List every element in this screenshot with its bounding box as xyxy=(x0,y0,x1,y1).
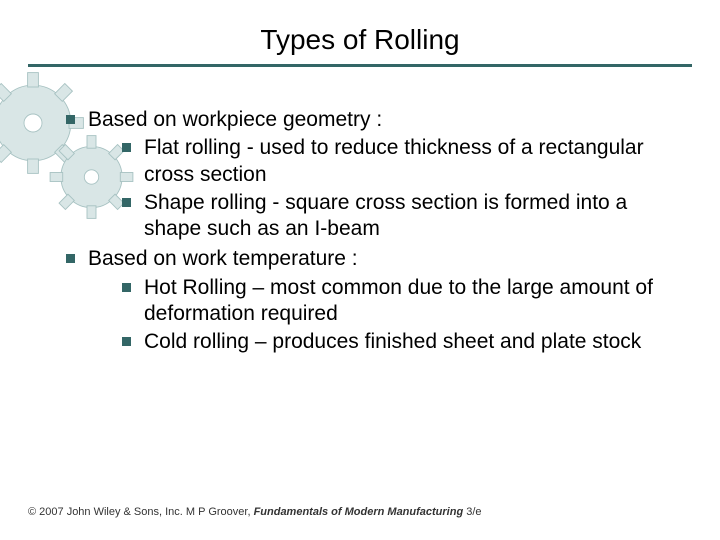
bullet-temperature: Based on work temperature : Hot Rolling … xyxy=(60,246,660,355)
bullet-geometry: Based on workpiece geometry : Flat rolli… xyxy=(60,107,660,242)
slide-title: Types of Rolling xyxy=(0,0,720,64)
bullet-text: Based on work temperature : xyxy=(88,247,358,270)
bullet-text: Shape rolling - square cross section is … xyxy=(144,191,627,240)
bullet-shape-rolling: Shape rolling - square cross section is … xyxy=(116,190,660,243)
bullet-hot-rolling: Hot Rolling – most common due to the lar… xyxy=(116,275,660,328)
footer-book-title: Fundamentals of Modern Manufacturing xyxy=(254,506,464,518)
bullet-text: Cold rolling – produces finished sheet a… xyxy=(144,330,641,353)
footer-citation: © 2007 John Wiley & Sons, Inc. M P Groov… xyxy=(28,506,482,518)
bullet-cold-rolling: Cold rolling – produces finished sheet a… xyxy=(116,329,660,355)
footer-prefix: © 2007 John Wiley & Sons, Inc. M P Groov… xyxy=(28,506,254,518)
bullet-flat-rolling: Flat rolling - used to reduce thickness … xyxy=(116,135,660,188)
bullet-text: Flat rolling - used to reduce thickness … xyxy=(144,136,644,185)
bullet-text: Based on workpiece geometry : xyxy=(88,108,382,131)
bullet-text: Hot Rolling – most common due to the lar… xyxy=(144,276,653,325)
footer-suffix: 3/e xyxy=(463,506,481,518)
content-area: Based on workpiece geometry : Flat rolli… xyxy=(0,67,720,355)
